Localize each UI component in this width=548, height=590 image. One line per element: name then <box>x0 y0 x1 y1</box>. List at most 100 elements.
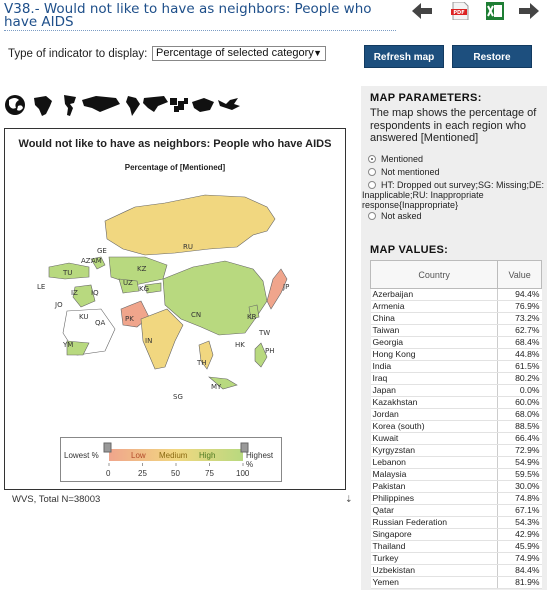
value-cell: 81.9% <box>497 576 542 589</box>
column-header-value[interactable]: Value <box>497 260 542 289</box>
legend-lowest-label: Lowest % <box>64 451 99 460</box>
region-china[interactable] <box>162 260 268 336</box>
region-caucasus[interactable] <box>90 256 106 270</box>
source-note: WVS, Total N=38003 <box>12 494 101 505</box>
legend-tick: 0 <box>106 469 111 478</box>
table-row: China 73.2% <box>370 312 542 325</box>
scroll-down-icon[interactable]: ⇣ <box>345 494 353 504</box>
indicator-type-select[interactable]: Percentage of selected category ▼ <box>152 46 326 61</box>
option-label: Mentioned <box>381 154 424 164</box>
region-korea[interactable] <box>248 304 260 320</box>
legend-tick: 50 <box>171 469 180 478</box>
value-cell: 45.9% <box>497 540 542 553</box>
region-russia[interactable] <box>104 194 276 256</box>
table-row: Russian Federation 54.3% <box>370 516 542 529</box>
pdf-icon[interactable]: PDF <box>449 2 471 20</box>
value-cell: 60.0% <box>497 396 542 409</box>
region-thailand[interactable] <box>198 340 214 370</box>
map-parameters-description: The map shows the percentage of responde… <box>370 107 537 144</box>
country-cell: Singapore <box>370 528 498 541</box>
option-label: Not asked <box>381 211 422 221</box>
region-philippines[interactable] <box>254 342 268 368</box>
radio-icon[interactable] <box>368 155 376 163</box>
map-label-pk: PK <box>125 315 134 323</box>
asia-icon[interactable] <box>82 96 120 112</box>
asia-map[interactable]: RU GE AZ AM KZ TU UZ KG LE IZ IQ JO KU Q… <box>5 129 347 429</box>
north-america-icon[interactable] <box>143 96 168 112</box>
world-icon[interactable] <box>5 95 25 115</box>
region-selector <box>5 95 240 116</box>
country-cell: Georgia <box>370 336 498 349</box>
country-cell: Qatar <box>370 504 498 517</box>
region-turkey[interactable] <box>48 262 90 280</box>
region-iraq[interactable] <box>72 284 96 308</box>
country-cell: Thailand <box>370 540 498 553</box>
slider-handle-high-icon[interactable] <box>240 442 249 453</box>
restore-defaults-button[interactable]: Restore defaults <box>452 45 532 86</box>
radio-icon[interactable] <box>368 168 376 176</box>
radio-icon[interactable] <box>368 212 376 220</box>
country-cell: Armenia <box>370 300 498 313</box>
middle-east-icon[interactable] <box>192 98 214 112</box>
country-cell: Kyrgyzstan <box>370 444 498 457</box>
value-cell: 67.1% <box>497 504 542 517</box>
table-row: Azerbaijan 94.4% <box>370 288 542 301</box>
country-cell: Turkey <box>370 552 498 565</box>
region-india[interactable] <box>140 308 184 370</box>
country-cell: Russian Federation <box>370 516 498 529</box>
region-malaysia[interactable] <box>208 376 238 390</box>
map-values-table: Country Value Azerbaijan 94.4% Armenia 76.9… <box>369 260 542 589</box>
column-header-country[interactable]: Country <box>369 260 499 289</box>
region-japan[interactable] <box>266 268 288 310</box>
table-row: Kuwait 66.4% <box>370 432 542 445</box>
refresh-map-button[interactable]: Refresh map <box>364 45 444 68</box>
slider-handle-low-icon[interactable] <box>103 442 112 453</box>
table-row: Qatar 67.1% <box>370 504 542 517</box>
country-cell: Pakistan <box>370 480 498 493</box>
value-cell: 44.8% <box>497 348 542 361</box>
country-cell: Iraq <box>370 372 498 385</box>
option-not-mentioned[interactable]: Not mentioned <box>368 167 440 177</box>
legend-high-label: High <box>199 451 216 460</box>
country-cell: Malaysia <box>370 468 498 481</box>
country-cell: Yemen <box>370 576 498 589</box>
option-not-asked[interactable]: Not asked <box>368 211 422 221</box>
map-parameters-heading: MAP PARAMETERS: <box>370 92 482 104</box>
back-arrow-icon[interactable] <box>411 2 433 20</box>
map-title: Would not like to have as neighbors: Peo… <box>18 138 332 150</box>
table-row: Hong Kong 44.8% <box>370 348 542 361</box>
americas-icon[interactable] <box>64 95 76 116</box>
map-parameters-panel: MAP PARAMETERS: The map shows the percen… <box>361 86 547 590</box>
value-cell: 59.5% <box>497 468 542 481</box>
region-uzbekistan[interactable] <box>118 278 140 294</box>
country-cell: Korea (south) <box>370 420 498 433</box>
map-label-am: AM <box>91 257 102 265</box>
value-cell: 61.5% <box>497 360 542 373</box>
forward-arrow-icon[interactable] <box>518 2 540 20</box>
map-label-ph: PH <box>265 347 275 355</box>
africa-icon[interactable] <box>34 96 52 116</box>
table-row: Jordan 68.0% <box>370 408 542 421</box>
country-cell: China <box>370 312 498 325</box>
region-yemen[interactable] <box>66 340 90 356</box>
country-cell: Philippines <box>370 492 498 505</box>
region-kyrgyzstan[interactable] <box>144 282 162 294</box>
excel-icon[interactable] <box>484 2 506 20</box>
map-label-kz: KZ <box>137 265 147 273</box>
country-cell: India <box>370 360 498 373</box>
page-title: V38.- Would not like to have as neighbor… <box>4 2 396 31</box>
map-subtitle: Percentage of [Mentioned] <box>124 163 226 172</box>
oceania-icon[interactable] <box>218 98 240 110</box>
option-dropped-out[interactable]: HT: Dropped out survey;SG: Missing;DE: I… <box>362 180 546 210</box>
map-label-th: TH <box>196 359 207 367</box>
map-label-jo: JO <box>54 301 63 309</box>
option-mentioned[interactable]: Mentioned <box>368 154 423 164</box>
value-cell: 62.7% <box>497 324 542 337</box>
radio-icon[interactable] <box>368 181 376 189</box>
table-row: Korea (south) 88.5% <box>370 420 542 433</box>
europe-icon[interactable] <box>170 98 188 112</box>
latin-america-icon[interactable] <box>126 96 140 116</box>
map-label-tu: TU <box>62 269 72 277</box>
value-cell: 68.4% <box>497 336 542 349</box>
value-cell: 68.0% <box>497 408 542 421</box>
